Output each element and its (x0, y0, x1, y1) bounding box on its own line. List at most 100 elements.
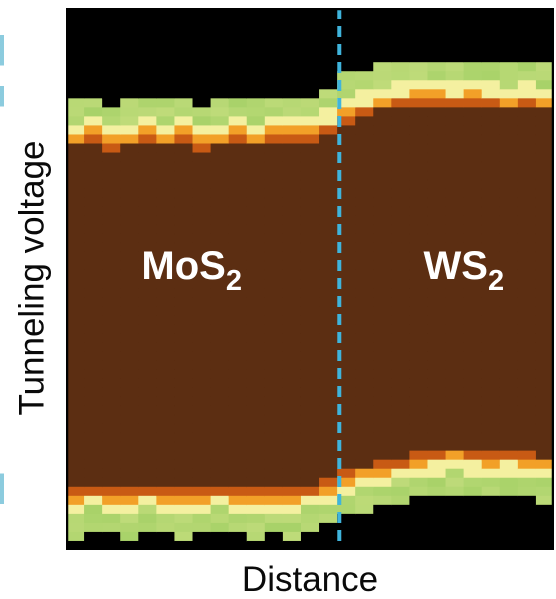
heatmap-cell (120, 324, 139, 334)
heatmap-cell (84, 188, 103, 199)
heatmap-cell (481, 233, 501, 244)
heatmap-cell (66, 441, 85, 452)
heatmap-cell (264, 486, 284, 497)
heatmap-cell (138, 522, 157, 533)
heatmap-cell (102, 468, 121, 479)
heatmap-cell (445, 8, 465, 18)
heatmap-cell (102, 251, 121, 262)
heatmap-cell (84, 396, 103, 407)
heatmap-cell (84, 432, 103, 443)
heatmap-cell (445, 71, 465, 81)
heatmap-cell (156, 98, 176, 108)
heatmap-cell (517, 513, 537, 524)
heatmap-cell (264, 387, 284, 398)
heatmap-cell (174, 306, 194, 316)
heatmap-cell (102, 315, 121, 325)
heatmap-cell (445, 351, 465, 361)
heatmap-cell (228, 206, 248, 217)
heatmap-cell (481, 441, 501, 452)
heatmap-cell (319, 333, 338, 343)
heatmap-cell (138, 423, 157, 434)
heatmap-cell (264, 297, 284, 307)
heatmap-cell (246, 279, 266, 289)
heatmap-cell (481, 369, 501, 379)
heatmap-cell (138, 197, 157, 208)
heatmap-cell (445, 279, 465, 289)
heatmap-cell (535, 107, 554, 117)
heatmap-cell (445, 522, 465, 533)
heatmap-cell (319, 540, 338, 550)
heatmap-cell (355, 215, 374, 226)
heatmap-cell (463, 125, 483, 136)
heatmap-cell (84, 224, 103, 235)
heatmap-cell (156, 53, 176, 63)
heatmap-cell (210, 342, 230, 352)
heatmap-cell (210, 531, 230, 542)
heatmap-cell (192, 134, 212, 145)
heatmap-cell (463, 233, 483, 244)
heatmap-cell (210, 414, 230, 425)
heatmap-cell (228, 459, 248, 470)
heatmap-cell (102, 378, 121, 388)
heatmap-cell (174, 360, 194, 370)
heatmap-cell (517, 35, 537, 45)
heatmap-cell (192, 197, 212, 208)
heatmap-cell (174, 495, 194, 506)
heatmap-cell (481, 432, 501, 443)
heatmap-cell (427, 414, 447, 425)
heatmap-cell (174, 17, 194, 27)
heatmap-cell (174, 53, 194, 63)
heatmap-cell (337, 107, 356, 117)
heatmap-cell (174, 188, 194, 199)
heatmap-cell (355, 251, 374, 262)
heatmap-cell (373, 188, 392, 199)
heatmap-cell (174, 414, 194, 425)
heatmap-cell (463, 44, 483, 54)
heatmap-cell (319, 125, 338, 136)
heatmap-cell (282, 269, 302, 280)
heatmap-cell (210, 44, 230, 54)
heatmap-cell (517, 459, 537, 470)
heatmap-cell (228, 35, 248, 45)
heatmap-cell (300, 324, 320, 334)
heatmap-cell (210, 513, 230, 524)
heatmap-cell (445, 269, 465, 280)
heatmap-cell (282, 53, 302, 63)
heatmap-cell (264, 423, 284, 434)
heatmap-cell (246, 134, 266, 145)
region-label-mos2-subscript: 2 (226, 265, 242, 297)
heatmap-cell (337, 53, 356, 63)
heatmap-cell (337, 134, 356, 145)
heatmap-cell (66, 98, 85, 108)
heatmap-cell (192, 98, 212, 108)
heatmap-cell (445, 405, 465, 416)
heatmap-cell (246, 269, 266, 280)
heatmap-cell (300, 71, 320, 81)
heatmap-cell (84, 288, 103, 298)
heatmap-cell (66, 315, 85, 325)
heatmap-cell (264, 531, 284, 542)
heatmap-cell (120, 53, 139, 63)
heatmap-cell (102, 8, 121, 18)
heatmap-cell (228, 441, 248, 452)
heatmap-cell (499, 107, 519, 117)
heatmap-cell (264, 495, 284, 506)
heatmap-cell (445, 17, 465, 27)
heatmap-cell (391, 414, 410, 425)
heatmap-cell (319, 279, 338, 289)
heatmap-cell (319, 432, 338, 443)
heatmap-cell (120, 188, 139, 199)
heatmap-cell (373, 459, 392, 470)
heatmap-cell (156, 459, 176, 470)
heatmap-cell (319, 98, 338, 108)
heatmap-cell (409, 522, 429, 533)
heatmap-cell (319, 315, 338, 325)
heatmap-cell (102, 134, 121, 145)
heatmap-cell (210, 450, 230, 461)
heatmap-cell (445, 369, 465, 379)
heatmap-cell (409, 279, 429, 289)
heatmap-cell (66, 351, 85, 361)
heatmap-cell (102, 477, 121, 488)
heatmap-cell (264, 450, 284, 461)
heatmap-cell (66, 387, 85, 398)
